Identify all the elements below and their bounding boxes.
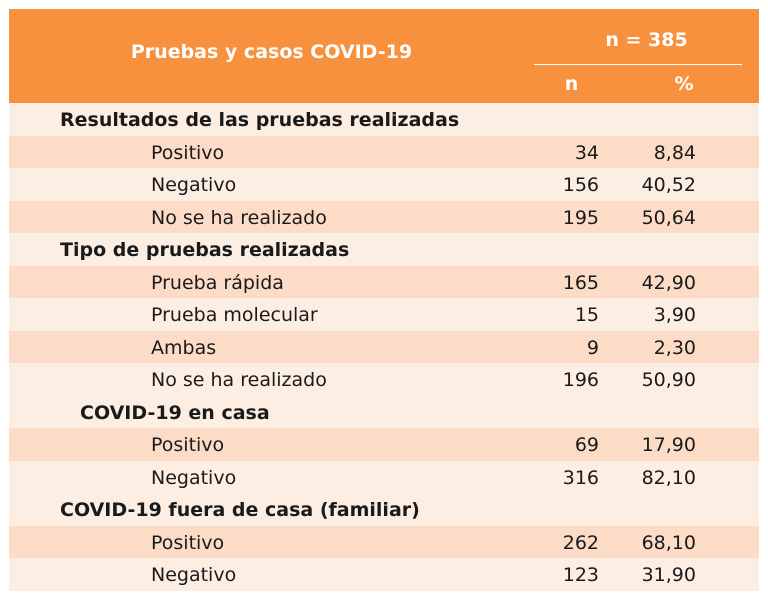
covid-tests-table: Pruebas y casos COVID-19 n = 385 n % Res… [9, 9, 759, 603]
row-label: Prueba molecular [151, 304, 318, 326]
row-percent: 2,30 [653, 336, 696, 359]
row-label: No se ha realizado [151, 369, 327, 391]
row-count: 165 [562, 271, 599, 294]
row-percent: 40,52 [641, 174, 696, 196]
row-count: 195 [562, 206, 599, 229]
row-percent: 42,90 [641, 271, 696, 294]
row-label: Ambas [151, 336, 217, 359]
row-label: Positivo [151, 531, 225, 554]
table-row: Positivo 262 68,10 [9, 525, 759, 558]
row-count: 9 [586, 336, 599, 359]
header-divider [534, 64, 742, 65]
table-row: Negativo 316 82,10 [9, 460, 759, 493]
row-label: Positivo [151, 141, 225, 164]
row-count: 34 [574, 141, 599, 164]
table-row: Negativo 156 40,52 [9, 168, 759, 201]
row-count: 196 [562, 369, 599, 391]
table-row: Prueba rápida 165 42,90 [9, 265, 759, 298]
row-percent: 68,10 [641, 531, 696, 554]
row-percent: 3,90 [653, 304, 696, 326]
table-row: Positivo 69 17,90 [9, 428, 759, 461]
section-row: Tipo de pruebas realizadas [9, 233, 759, 266]
section-title: Tipo de pruebas realizadas [60, 239, 350, 261]
table-header: Pruebas y casos COVID-19 n = 385 n % [9, 9, 759, 103]
row-count: 69 [574, 434, 599, 456]
row-percent: 82,10 [641, 466, 696, 489]
section-title: COVID-19 en casa [80, 401, 270, 424]
header-sample-size: n = 385 [605, 29, 688, 51]
row-label: Negativo [151, 466, 237, 489]
header-col-n: n [564, 73, 579, 95]
section-row: Resultados de las pruebas realizadas [9, 103, 759, 136]
row-count: 316 [562, 466, 599, 489]
row-count: 262 [562, 531, 599, 554]
table-row: Ambas 9 2,30 [9, 330, 759, 363]
row-label: Positivo [151, 434, 225, 456]
section-title: Resultados de las pruebas realizadas [60, 109, 460, 131]
row-percent: 17,90 [641, 434, 696, 456]
row-count: 123 [562, 564, 599, 586]
row-label: No se ha realizado [151, 206, 327, 229]
row-label: Negativo [151, 174, 237, 196]
section-row: COVID-19 en casa [9, 395, 759, 428]
row-label: Prueba rápida [151, 271, 284, 294]
header-col-percent: % [674, 73, 694, 95]
row-percent: 50,90 [641, 369, 696, 391]
row-count: 15 [574, 304, 599, 326]
table-row: Prueba molecular 15 3,90 [9, 298, 759, 331]
table-row: Positivo 34 8,84 [9, 135, 759, 168]
row-percent: 50,64 [641, 206, 696, 229]
table-row: No se ha realizado 196 50,90 [9, 363, 759, 396]
table-row: Negativo 123 31,90 [9, 558, 759, 591]
table-body: Resultados de las pruebas realizadas Posi… [9, 103, 759, 591]
row-percent: 31,90 [641, 564, 696, 586]
header-title: Pruebas y casos COVID-19 [130, 41, 413, 63]
row-percent: 8,84 [653, 141, 696, 164]
section-title: COVID-19 fuera de casa (familiar) [60, 499, 420, 521]
row-count: 156 [562, 174, 599, 196]
table-row: No se ha realizado 195 50,64 [9, 200, 759, 233]
section-row: COVID-19 fuera de casa (familiar) [9, 493, 759, 526]
row-label: Negativo [151, 564, 237, 586]
